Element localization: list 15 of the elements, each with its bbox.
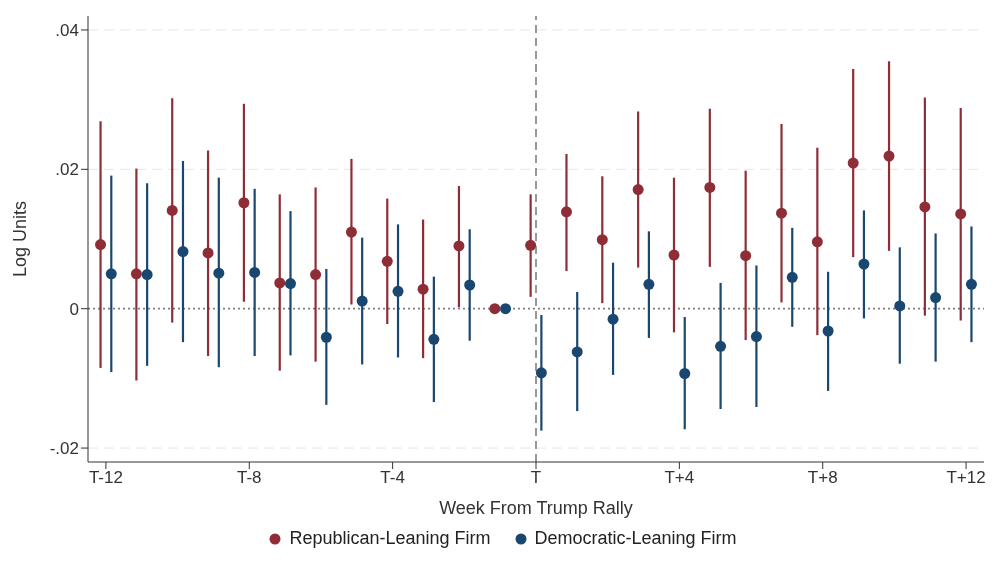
x-tick-label: T+8	[807, 468, 838, 488]
x-tick-label: T+4	[664, 468, 695, 488]
y-tick-label: .04	[55, 20, 79, 40]
y-tick-label: 0	[69, 299, 79, 319]
x-tick-label: T	[530, 468, 542, 488]
x-axis-title: Week From Trump Rally	[439, 498, 633, 518]
x-tick-label: T-12	[88, 468, 123, 488]
y-tick-label: -.02	[49, 439, 79, 459]
x-tick-label: T-8	[237, 468, 262, 488]
legend-label: Republican-Leaning Firm	[289, 528, 491, 549]
y-tick-label: .02	[55, 160, 79, 180]
legend-label: Democratic-Leaning Firm	[534, 528, 737, 549]
x-tick-label: T+12	[946, 468, 986, 488]
y-axis-title: Log Units	[10, 200, 31, 278]
x-tick-label: T-4	[380, 468, 405, 488]
